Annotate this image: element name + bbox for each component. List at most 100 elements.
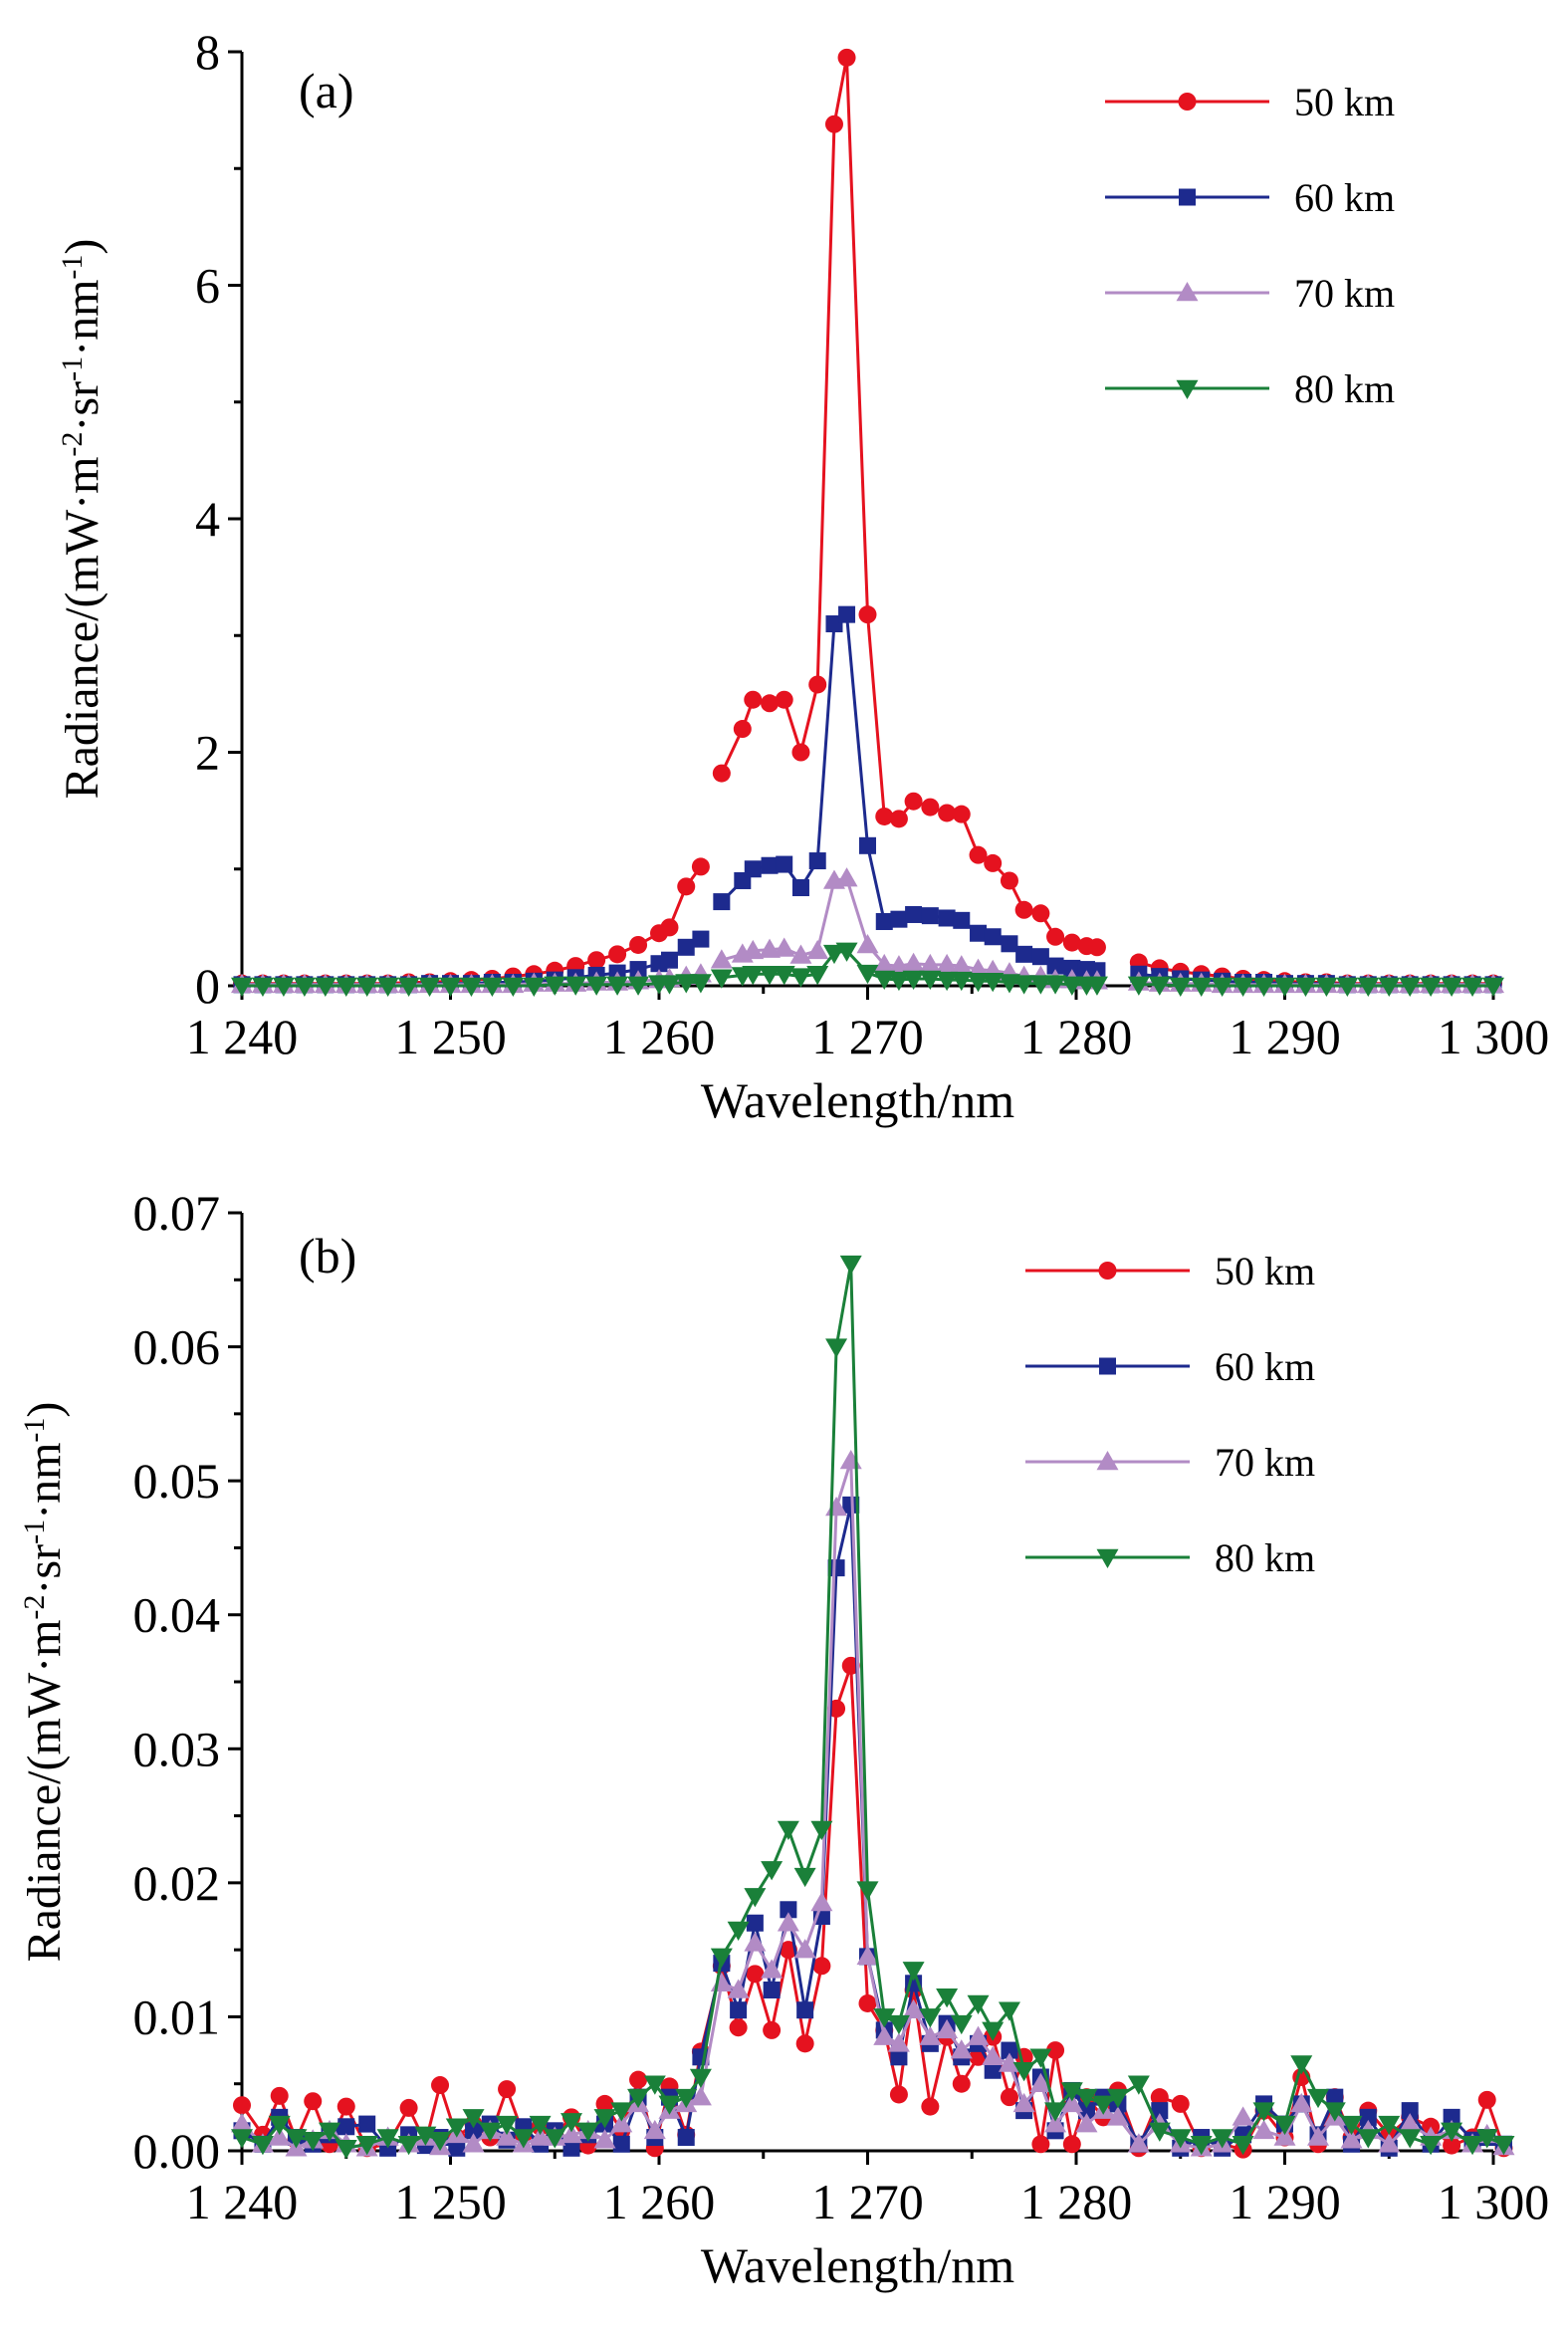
chart-panel-b: 1 240 1 250 1 260 1 270 1 280 1 290 1 3000.000… [18,1185,1550,2293]
series-50-km [233,1657,1512,2159]
y-axis-title-part: ·sr [56,381,109,432]
data-point [905,793,923,811]
y-tick-label: 0.00 [133,2123,221,2179]
legend-item: 50 km [1105,80,1395,124]
y-axis-title-part: ·sr [18,1544,71,1595]
y-axis-title-superscript: -1 [56,356,89,381]
data-point [985,928,1002,945]
data-point [233,2096,251,2114]
y-tick-label: 0.06 [133,1319,221,1375]
legend-marker [1179,93,1197,111]
data-point [778,1821,799,1840]
legend-marker [1179,189,1196,206]
data-point [730,2001,747,2018]
data-point [713,893,730,910]
data-point [810,1892,832,1911]
data-point [728,1922,750,1941]
legend-label: 60 km [1294,175,1395,220]
data-point [840,1256,862,1275]
data-point [762,857,779,874]
y-tick-label: 0 [195,958,220,1014]
data-point [1032,948,1049,965]
data-point [903,953,925,972]
y-tick-label: 0.01 [133,1988,221,2044]
series-line [242,1505,1504,2148]
data-point [794,1939,816,1958]
legend-label: 70 km [1215,1440,1315,1485]
data-point [859,837,876,854]
data-point [400,2099,418,2117]
legend-label: 80 km [1215,1535,1315,1580]
data-point [734,720,752,738]
data-point [857,1881,879,1900]
data-point [890,2085,908,2103]
data-point [678,939,695,956]
data-point [1015,901,1033,919]
data-point [939,909,956,926]
data-point [271,2087,289,2105]
data-point [1046,928,1064,946]
legend-label: 80 km [1294,366,1395,411]
x-tick-label: 1 250 [394,1009,507,1064]
y-axis-title-superscript: -1 [18,1520,51,1544]
y-tick-label: 6 [195,258,220,314]
y-tick-label: 0.07 [133,1185,221,1241]
data-point [745,860,762,877]
data-point [791,744,809,762]
data-point [763,2021,781,2039]
data-point [744,1888,766,1907]
data-point [358,2116,375,2133]
data-point [796,2001,813,2018]
x-axis-title: Wavelength/nm [701,1072,1014,1128]
series-80-km [231,1256,1514,2159]
y-axis-title-superscript: -1 [56,255,89,280]
chart-figure: 1 240 1 250 1 260 1 270 1 280 1 290 1 30002468… [0,0,1568,2334]
x-tick-label: 1 260 [603,1009,716,1064]
data-point [431,2076,449,2094]
data-point [921,2098,939,2116]
data-point [774,937,795,956]
data-point [1015,946,1032,963]
data-point [796,2034,814,2052]
y-tick-label: 0.04 [133,1587,221,1643]
data-point [1063,2135,1081,2153]
y-tick-label: 0.02 [133,1855,221,1911]
legend-item: 80 km [1025,1535,1315,1580]
data-point [806,940,828,959]
data-point [1290,2055,1312,2074]
data-point [859,1994,877,2012]
panel-label: (a) [299,63,354,118]
data-point [792,879,809,896]
data-point [776,691,793,709]
x-tick-label: 1 260 [603,2174,716,2229]
x-tick-label: 1 280 [1020,2174,1133,2229]
legend-item: 70 km [1025,1440,1315,1485]
series-line [1139,985,1493,986]
x-axis-title: Wavelength/nm [701,2237,1014,2293]
data-point [922,907,939,924]
y-axis-title-superscript: -2 [18,1595,51,1620]
data-point [1001,871,1018,889]
legend-label: 50 km [1294,80,1395,124]
data-point [838,49,856,67]
legend-item: 70 km [1105,271,1395,316]
legend-marker [1099,1262,1117,1280]
y-axis-title-part: ) [18,1402,71,1418]
x-tick-label: 1 240 [186,1009,299,1064]
data-point [661,952,678,969]
data-point [678,2129,695,2146]
y-tick-label: 8 [195,24,220,80]
data-point [764,1982,781,1998]
y-axis-title: Radiance/(mW·m-2·sr-1·nm-1) [56,239,110,800]
legend-label: 70 km [1294,271,1395,316]
legend-item: 80 km [1105,366,1395,411]
legend-item: 60 km [1105,175,1395,220]
series-line [242,1264,1504,2148]
data-point [730,2018,748,2036]
data-point [608,945,626,963]
data-point [761,1861,783,1880]
data-point [1001,935,1017,952]
data-point [840,1450,862,1469]
data-point [746,1965,764,1983]
data-point [984,854,1002,872]
